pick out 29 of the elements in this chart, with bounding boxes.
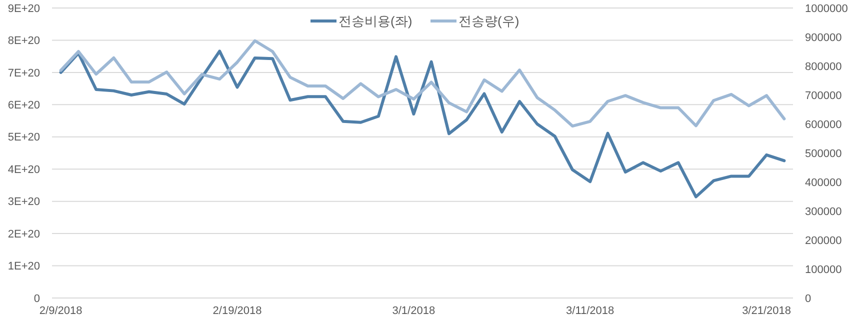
legend-label: 전송비용(좌): [338, 14, 412, 29]
y2-tick-label: 100000: [805, 264, 842, 276]
y2-tick-label: 200000: [805, 234, 842, 247]
y-tick-label: 6E+20: [8, 100, 40, 112]
y-tick-label: 9E+20: [8, 2, 40, 15]
y-tick-label: 8E+20: [8, 35, 40, 48]
y-tick-label: 2E+20: [8, 228, 40, 240]
y2-tick-label: 900000: [805, 32, 842, 44]
y2-tick-label: 1000000: [805, 2, 848, 15]
y2-tick-label: 0: [805, 292, 812, 305]
y-tick-label: 0: [34, 292, 40, 305]
x-tick-label: 3/11/2018: [566, 305, 614, 317]
x-tick-label: 2/9/2018: [39, 305, 82, 317]
y2-tick-label: 700000: [805, 90, 842, 102]
line-series: [59, 39, 786, 128]
x-tick-label: 2/19/2018: [212, 305, 262, 317]
y2-tick-label: 800000: [805, 60, 842, 73]
x-tick-label: 3/1/2018: [392, 305, 436, 317]
y2-tick-label: 500000: [805, 148, 842, 160]
y-tick-label: 7E+20: [8, 67, 40, 80]
y-tick-label: 4E+20: [8, 164, 40, 176]
x-tick-label: 3/21/2018: [742, 305, 792, 317]
y2-tick-label: 600000: [805, 118, 842, 131]
y-tick-label: 1E+20: [8, 260, 40, 273]
legend-label: 전송량(우): [458, 14, 520, 29]
y2-tick-label: 300000: [805, 206, 842, 218]
y-tick-label: 3E+20: [8, 196, 40, 208]
y2-tick-label: 400000: [805, 176, 842, 189]
y-tick-label: 5E+20: [8, 132, 40, 144]
